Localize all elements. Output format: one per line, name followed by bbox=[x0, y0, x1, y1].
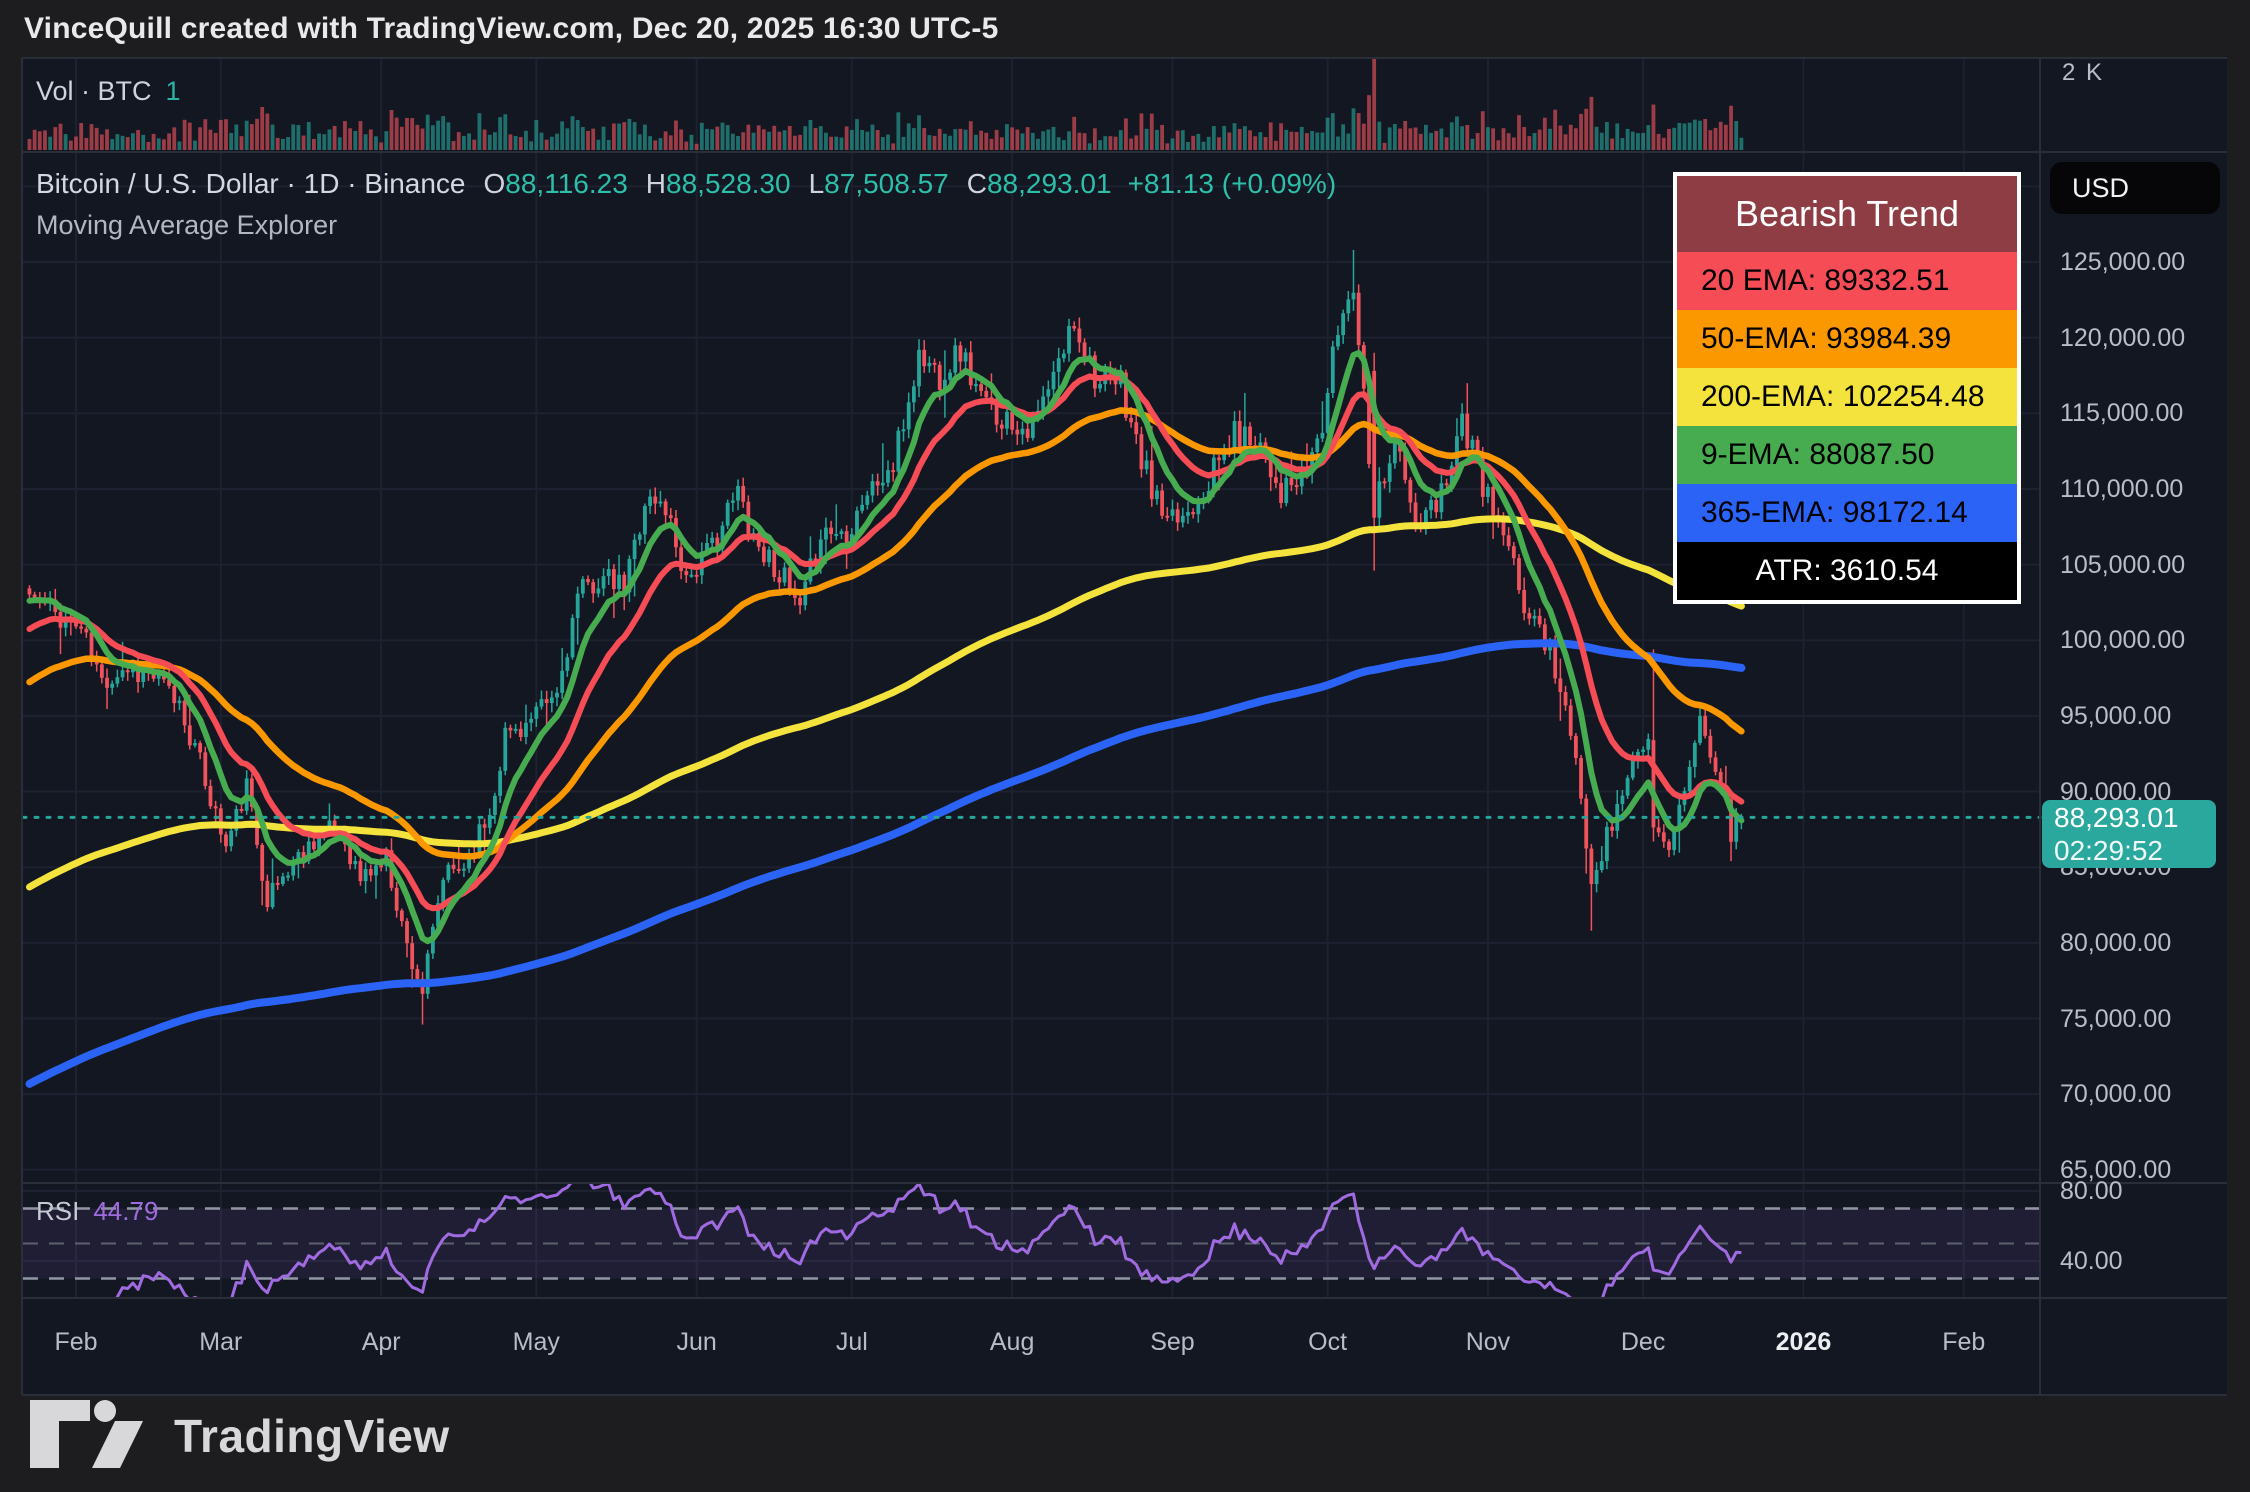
time-axis-label: Jul bbox=[835, 1328, 868, 1356]
time-axis-label: Dec bbox=[1620, 1328, 1666, 1356]
rsi-axis-label-lower: 40.00 bbox=[2060, 1247, 2123, 1275]
time-axis-label: Aug bbox=[989, 1328, 1035, 1356]
rsi-label: RSI bbox=[36, 1196, 80, 1226]
volume-axis-label: 2 K bbox=[2062, 59, 2105, 86]
trend-legend-title: Bearish Trend bbox=[1677, 176, 2017, 252]
tradingview-logo-icon bbox=[30, 1400, 143, 1468]
legend-row-label: 200-EMA: 102254.48 bbox=[1701, 380, 1985, 413]
currency-toggle-button[interactable]: USD bbox=[2050, 162, 2220, 214]
time-axis-label: Oct bbox=[1308, 1328, 1348, 1356]
tradingview-branding[interactable]: TradingView bbox=[30, 1400, 450, 1472]
legend-row-ema20: 20 EMA: 89332.51 bbox=[1677, 252, 2017, 310]
time-axis-label: Apr bbox=[361, 1328, 401, 1356]
low-label: L bbox=[808, 168, 825, 199]
attribution-text: VinceQuill created with TradingView.com,… bbox=[24, 12, 999, 45]
high-label: H bbox=[645, 168, 667, 199]
price-axis-label: 65,000.00 bbox=[2060, 1155, 2172, 1184]
rsi-axis-label-upper: 80.00 bbox=[2060, 1177, 2123, 1205]
price-axis-label: 125,000.00 bbox=[2060, 248, 2186, 276]
legend-row-label: 20 EMA: 89332.51 bbox=[1701, 264, 1950, 297]
time-axis-label: Sep bbox=[1150, 1328, 1195, 1356]
price-axis-label: 120,000.00 bbox=[2060, 323, 2186, 352]
legend-row-ema50: 50-EMA: 93984.39 bbox=[1677, 310, 2017, 368]
time-axis-label: Feb bbox=[1942, 1328, 1986, 1356]
legend-row-label: 365-EMA: 98172.14 bbox=[1701, 496, 1968, 529]
legend-row-label: 9-EMA: 88087.50 bbox=[1701, 438, 1935, 471]
indicator-title[interactable]: Moving Average Explorer bbox=[36, 210, 338, 240]
legend-row-ema9: 9-EMA: 88087.50 bbox=[1677, 426, 2017, 484]
trend-legend-box: Bearish Trend 20 EMA: 89332.51 50-EMA: 9… bbox=[1673, 172, 2021, 604]
tradingview-logo-text: TradingView bbox=[174, 1410, 450, 1462]
volume-pane-legend[interactable]: Vol · BTC 1 bbox=[36, 76, 181, 107]
legend-row-ema200: 200-EMA: 102254.48 bbox=[1677, 368, 2017, 426]
legend-row-label: 50-EMA: 93984.39 bbox=[1701, 322, 1952, 355]
time-axis-label: Mar bbox=[199, 1328, 243, 1356]
change-value: +81.13 (+0.09%) bbox=[1127, 168, 1337, 199]
last-price-badge[interactable]: 88,293.01 02:29:52 bbox=[2042, 800, 2216, 868]
open-value: 88,116.23 bbox=[505, 168, 628, 199]
time-axis-label: Feb bbox=[54, 1328, 98, 1356]
symbol-title: Bitcoin / U.S. Dollar · 1D · Binance bbox=[36, 168, 466, 199]
time-axis-label: 2026 bbox=[1775, 1328, 1832, 1356]
rsi-pane-legend[interactable]: RSI 44.79 bbox=[36, 1196, 158, 1227]
last-price-value: 88,293.01 bbox=[2054, 802, 2179, 833]
legend-row-ema365: 365-EMA: 98172.14 bbox=[1677, 484, 2017, 542]
low-value: 87,508.57 bbox=[824, 168, 949, 199]
symbol-legend[interactable]: Bitcoin / U.S. Dollar · 1D · Binance O88,… bbox=[36, 168, 1336, 200]
price-axis-label: 115,000.00 bbox=[2060, 399, 2184, 428]
volume-label: Vol · BTC bbox=[36, 76, 152, 106]
open-label: O bbox=[483, 168, 506, 199]
time-axis-label: May bbox=[512, 1328, 560, 1356]
price-axis-label: 80,000.00 bbox=[2060, 928, 2172, 957]
price-axis-label: 75,000.00 bbox=[2060, 1004, 2172, 1033]
legend-row-atr: ATR: 3610.54 bbox=[1677, 542, 2017, 600]
bar-countdown: 02:29:52 bbox=[2054, 835, 2163, 866]
price-axis-label: 105,000.00 bbox=[2060, 550, 2186, 579]
time-axis-label: Jun bbox=[676, 1328, 717, 1356]
price-axis-label: 100,000.00 bbox=[2060, 626, 2186, 655]
price-axis-label: 95,000.00 bbox=[2060, 701, 2172, 730]
time-axis-label: Nov bbox=[1465, 1328, 1511, 1356]
rsi-value: 44.79 bbox=[93, 1196, 159, 1226]
volume-value: 1 bbox=[165, 76, 181, 106]
price-axis-label: 110,000.00 bbox=[2060, 474, 2184, 503]
legend-row-label: ATR: 3610.54 bbox=[1755, 554, 1939, 587]
price-axis-label: 70,000.00 bbox=[2060, 1080, 2172, 1109]
close-label: C bbox=[966, 168, 987, 199]
high-value: 88,528.30 bbox=[666, 168, 791, 199]
close-value: 88,293.01 bbox=[986, 168, 1112, 199]
